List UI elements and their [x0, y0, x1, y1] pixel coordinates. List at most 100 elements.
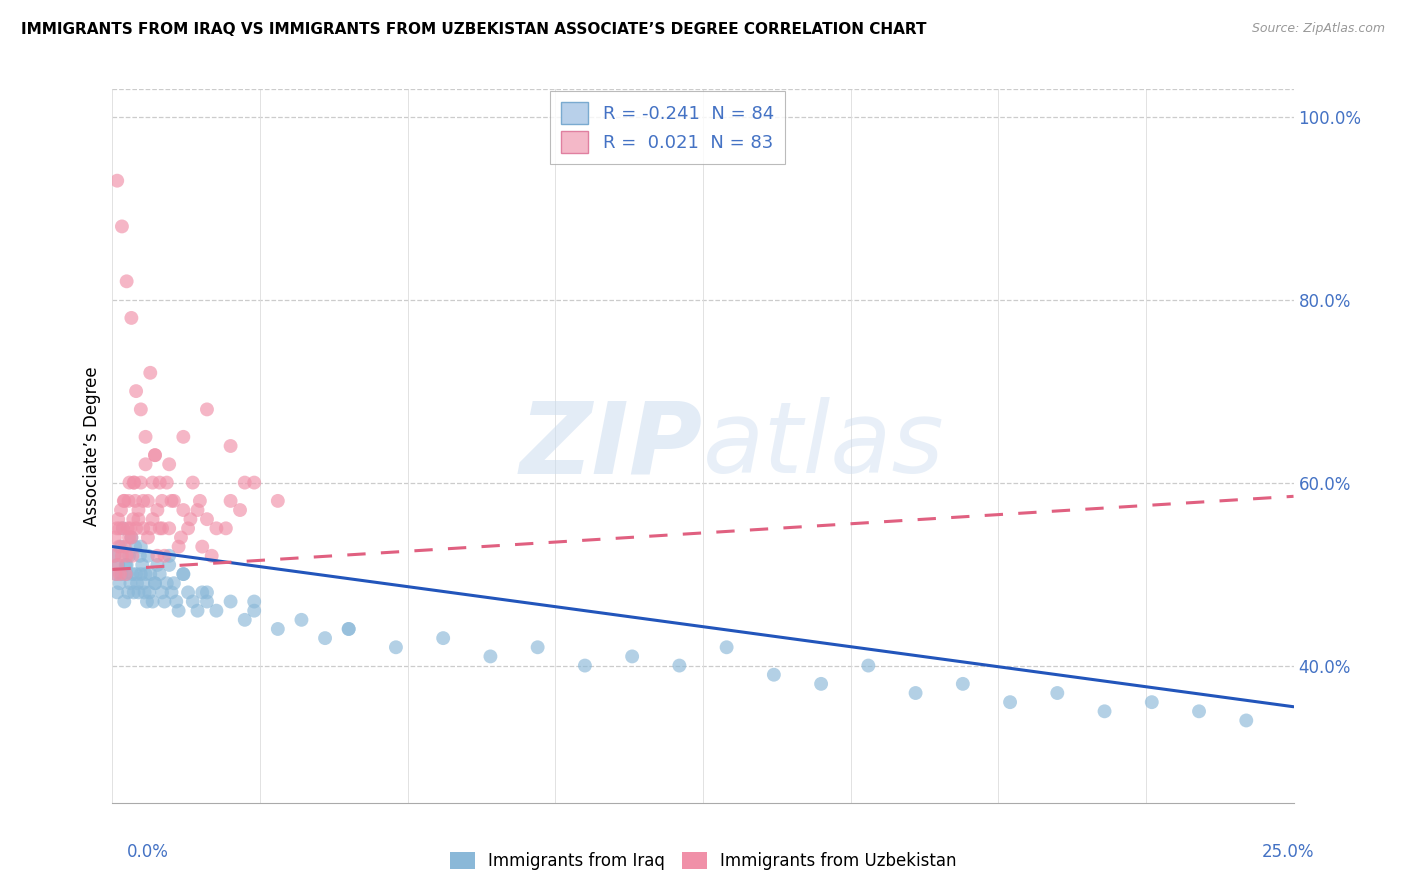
Point — [186, 604, 208, 618]
Point — [139, 366, 162, 380]
Point — [136, 531, 159, 545]
Point — [233, 475, 256, 490]
Point — [125, 576, 148, 591]
Legend: Immigrants from Iraq, Immigrants from Uzbekistan: Immigrants from Iraq, Immigrants from Uz… — [443, 845, 963, 877]
Point — [125, 567, 148, 582]
Point — [115, 549, 138, 563]
Point — [117, 585, 139, 599]
Point — [121, 567, 143, 582]
Point — [219, 494, 242, 508]
Point — [163, 576, 186, 591]
Point — [170, 531, 193, 545]
Point — [115, 558, 138, 572]
Point — [131, 558, 153, 572]
Point — [114, 567, 136, 582]
Point — [432, 631, 454, 645]
Point — [146, 558, 169, 572]
Point — [110, 503, 132, 517]
Point — [716, 640, 738, 655]
Point — [129, 567, 152, 582]
Point — [112, 494, 135, 508]
Point — [114, 540, 136, 554]
Point — [104, 549, 127, 563]
Point — [163, 494, 186, 508]
Point — [104, 567, 127, 582]
Point — [124, 494, 146, 508]
Text: IMMIGRANTS FROM IRAQ VS IMMIGRANTS FROM UZBEKISTAN ASSOCIATE’S DEGREE CORRELATIO: IMMIGRANTS FROM IRAQ VS IMMIGRANTS FROM … — [21, 22, 927, 37]
Point — [115, 274, 138, 288]
Point — [150, 521, 173, 535]
Point — [142, 475, 165, 490]
Point — [134, 585, 156, 599]
Point — [1188, 704, 1211, 718]
Point — [762, 667, 785, 681]
Point — [150, 494, 173, 508]
Point — [127, 512, 149, 526]
Point — [146, 503, 169, 517]
Point — [156, 475, 179, 490]
Point — [128, 549, 150, 563]
Point — [219, 594, 242, 608]
Point — [233, 613, 256, 627]
Point — [143, 448, 166, 462]
Point — [108, 540, 131, 554]
Point — [124, 540, 146, 554]
Point — [127, 585, 149, 599]
Point — [149, 475, 172, 490]
Point — [122, 475, 145, 490]
Point — [177, 521, 200, 535]
Point — [125, 384, 148, 398]
Point — [114, 558, 136, 572]
Point — [142, 512, 165, 526]
Point — [952, 677, 974, 691]
Point — [195, 512, 218, 526]
Point — [172, 503, 194, 517]
Point — [201, 549, 224, 563]
Point — [108, 567, 131, 582]
Text: atlas: atlas — [703, 398, 945, 494]
Point — [121, 549, 143, 563]
Point — [146, 549, 169, 563]
Point — [157, 558, 180, 572]
Point — [188, 494, 211, 508]
Point — [167, 540, 190, 554]
Point — [132, 576, 155, 591]
Point — [115, 567, 138, 582]
Point — [1094, 704, 1116, 718]
Point — [136, 549, 159, 563]
Point — [337, 622, 360, 636]
Point — [181, 594, 204, 608]
Point — [143, 576, 166, 591]
Point — [108, 521, 131, 535]
Text: 0.0%: 0.0% — [127, 843, 169, 861]
Point — [111, 549, 134, 563]
Point — [149, 567, 172, 582]
Point — [1140, 695, 1163, 709]
Point — [117, 521, 139, 535]
Point — [215, 521, 238, 535]
Point — [120, 531, 142, 545]
Point — [112, 494, 135, 508]
Point — [105, 585, 128, 599]
Point — [111, 567, 134, 582]
Point — [138, 585, 160, 599]
Point — [136, 494, 159, 508]
Point — [574, 658, 596, 673]
Point — [195, 402, 218, 417]
Point — [998, 695, 1021, 709]
Y-axis label: Associate’s Degree: Associate’s Degree — [83, 367, 101, 525]
Point — [118, 549, 141, 563]
Point — [157, 549, 180, 563]
Point — [132, 494, 155, 508]
Point — [1046, 686, 1069, 700]
Point — [191, 585, 214, 599]
Point — [150, 585, 173, 599]
Point — [172, 567, 194, 582]
Point — [107, 512, 129, 526]
Point — [156, 576, 179, 591]
Point — [157, 458, 180, 472]
Point — [125, 521, 148, 535]
Point — [167, 604, 190, 618]
Point — [120, 521, 142, 535]
Point — [157, 521, 180, 535]
